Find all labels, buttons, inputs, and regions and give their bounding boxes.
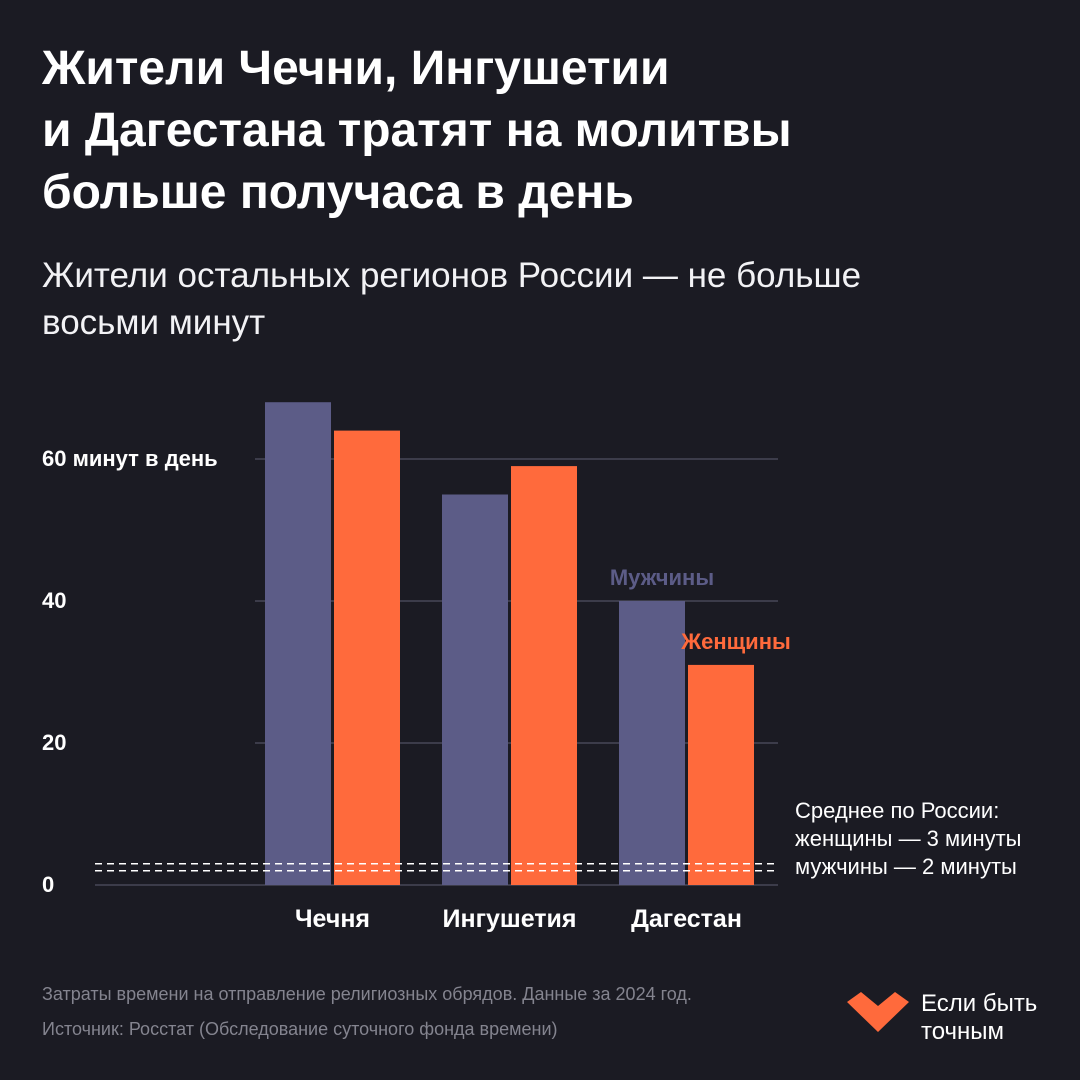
heart-chevron-logo-icon — [847, 992, 909, 1032]
bar-men — [265, 402, 331, 885]
x-tick-label: Дагестан — [631, 905, 742, 933]
y-tick-label: 0 — [42, 872, 54, 897]
bar-women — [511, 466, 577, 885]
bar-men — [442, 494, 508, 885]
average-annotation: мужчины — 2 минуты — [795, 854, 1017, 879]
y-tick-label: 60 минут в день — [42, 446, 218, 471]
average-annotation: Среднее по России: — [795, 798, 999, 823]
series-label: Женщины — [680, 629, 791, 654]
subtitle-line: Жители остальных регионов России — не бо… — [42, 256, 862, 295]
bar-women — [334, 430, 400, 885]
footnote: Затраты времени на отправление религиозн… — [42, 984, 692, 1004]
x-tick-label: Чечня — [295, 905, 370, 933]
average-annotation: женщины — 3 минуты — [795, 826, 1021, 851]
x-tick-label: Ингушетия — [443, 905, 577, 933]
title-line: больше получаса в день — [42, 166, 634, 219]
chart-subtitle: Жители остальных регионов России — не бо… — [42, 252, 1042, 346]
brand-line: точным — [921, 1018, 1005, 1045]
y-tick-label: 40 — [42, 588, 66, 613]
source-note: Источник: Росстат (Обследование суточног… — [42, 1019, 558, 1039]
chart-title: Жители Чечни, Ингушетии и Дагестана трат… — [42, 38, 1042, 224]
subtitle-line: восьми минут — [42, 303, 266, 342]
brand-name: Если быть точным — [921, 990, 1037, 1046]
title-line: и Дагестана тратят на молитвы — [42, 104, 792, 157]
bar-chart: 0 20 40 60 минут в день Чечня Ингушетия Дагест… — [42, 402, 1021, 933]
brand-logo: Если быть точным — [845, 988, 1037, 1046]
y-tick-label: 20 — [42, 730, 66, 755]
series-label: Мужчины — [610, 565, 714, 590]
bar-men — [619, 601, 685, 885]
brand-line: Если быть — [921, 990, 1038, 1017]
title-line: Жители Чечни, Ингушетии — [42, 42, 670, 95]
bar-women — [688, 664, 754, 885]
